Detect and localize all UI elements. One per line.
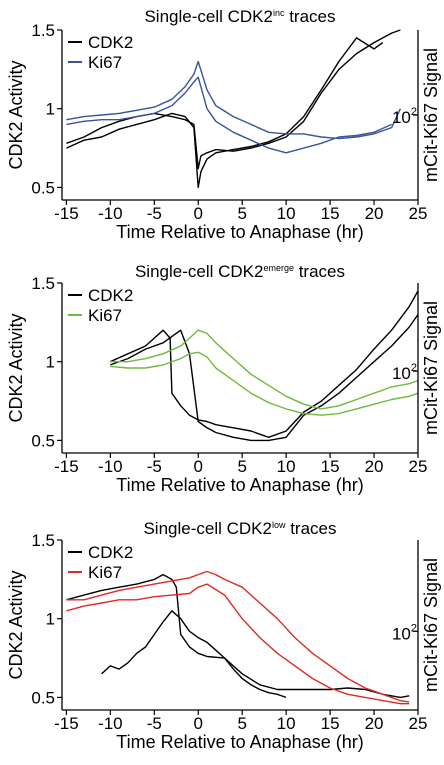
legend-label-ki67: Ki67 — [88, 306, 122, 325]
chart-title-tail: traces — [294, 262, 345, 281]
y-tick-label: 0.5 — [31, 431, 55, 450]
y-tick-label: 1.5 — [31, 274, 55, 293]
chart-title: Single-cell CDK2inc traces — [144, 7, 335, 26]
chart-title-tail: traces — [284, 7, 335, 26]
x-tick-label: 25 — [409, 714, 428, 733]
chart-title: Single-cell CDK2low traces — [143, 519, 336, 538]
series-line-cdk2-1 — [110, 290, 419, 438]
y2-tick-label: 102 — [392, 362, 417, 383]
x-tick-label: -10 — [98, 714, 123, 733]
y-axis-label: CDK2 Activity — [6, 570, 26, 679]
y-tick-label: 1.5 — [31, 531, 55, 550]
x-tick-label: 10 — [277, 204, 296, 223]
chart-title-superscript: inc — [273, 8, 285, 18]
y2-axis-label: mCit-Ki67 Signal — [421, 301, 441, 435]
y2-tick-exponent: 2 — [411, 622, 417, 634]
y-axis-label: CDK2 Activity — [6, 60, 26, 169]
legend-label-cdk2: CDK2 — [88, 33, 133, 52]
x-tick-label: -15 — [54, 204, 79, 223]
series-line-ki67-3 — [66, 570, 410, 703]
x-tick-label: 10 — [277, 714, 296, 733]
series-line-trace-4 — [66, 583, 410, 705]
series-line-trace-4 — [110, 351, 419, 416]
chart-title-superscript: low — [272, 520, 286, 530]
chart-title: Single-cell CDK2emerge traces — [135, 262, 345, 281]
chart-title-main: Single-cell CDK2 — [143, 519, 272, 538]
x-tick-label: 0 — [194, 457, 203, 476]
series-line-trace-2 — [66, 37, 384, 189]
y-tick-label: 1 — [46, 100, 55, 119]
y2-axis-label: mCit-Ki67 Signal — [421, 48, 441, 182]
y2-tick-base: 10 — [392, 108, 411, 127]
series-line-trace-2 — [101, 610, 287, 699]
x-tick-label: 25 — [409, 457, 428, 476]
x-tick-label: 0 — [194, 204, 203, 223]
x-tick-label: -5 — [147, 204, 162, 223]
y2-tick-label: 102 — [392, 106, 417, 127]
x-tick-label: 5 — [237, 204, 246, 223]
x-tick-label: -5 — [147, 714, 162, 733]
chart-panel-1: Single-cell CDK2inc traces -15 -10 -5 0 5 10 15… — [6, 7, 441, 242]
x-tick-label: 20 — [365, 714, 384, 733]
x-tick-label: -15 — [54, 714, 79, 733]
x-tick-label: -5 — [147, 457, 162, 476]
chart-title-main: Single-cell CDK2 — [144, 7, 273, 26]
chart-panel-3: Single-cell CDK2low traces -15 -10 -5 0 5 10 15… — [6, 519, 441, 752]
x-tick-label: 10 — [277, 457, 296, 476]
x-tick-label: 25 — [409, 204, 428, 223]
y2-tick-label: 102 — [392, 622, 417, 643]
chart-title-tail: traces — [285, 519, 336, 538]
series-line-trace-4 — [66, 76, 392, 154]
series-line-trace-2 — [110, 314, 419, 442]
legend-label-cdk2: CDK2 — [88, 543, 133, 562]
x-tick-label: 15 — [321, 714, 340, 733]
x-tick-label: -15 — [54, 457, 79, 476]
x-tick-label: 0 — [194, 714, 203, 733]
x-tick-label: -10 — [98, 204, 123, 223]
legend-label-cdk2: CDK2 — [88, 286, 133, 305]
x-tick-label: 5 — [237, 457, 246, 476]
y2-tick-exponent: 2 — [411, 362, 417, 374]
y2-tick-base: 10 — [392, 624, 411, 643]
chart-title-superscript: emerge — [263, 263, 294, 273]
legend-label-ki67: Ki67 — [88, 53, 122, 72]
series-line-ki67-3 — [110, 329, 419, 410]
x-axis-label: Time Relative to Anaphase (hr) — [116, 475, 363, 495]
x-tick-label: 15 — [321, 457, 340, 476]
y-tick-label: 1 — [46, 353, 55, 372]
chart-title-main: Single-cell CDK2 — [135, 262, 264, 281]
series-line-ki67-3 — [66, 60, 402, 140]
x-tick-label: 20 — [365, 457, 384, 476]
y-axis-label: CDK2 Activity — [6, 313, 26, 422]
y2-tick-exponent: 2 — [411, 106, 417, 118]
y-tick-label: 0.5 — [31, 178, 55, 197]
y-tick-label: 1 — [46, 610, 55, 629]
y2-axis-label: mCit-Ki67 Signal — [421, 558, 441, 692]
legend-label-ki67: Ki67 — [88, 563, 122, 582]
x-tick-label: -10 — [98, 457, 123, 476]
y-tick-label: 1.5 — [31, 21, 55, 40]
y2-tick-base: 10 — [392, 364, 411, 383]
series-line-cdk2-1 — [66, 573, 410, 699]
x-tick-label: 20 — [365, 204, 384, 223]
x-tick-label: 5 — [237, 714, 246, 733]
x-axis-label: Time Relative to Anaphase (hr) — [116, 222, 363, 242]
x-tick-label: 15 — [321, 204, 340, 223]
x-axis-label: Time Relative to Anaphase (hr) — [116, 732, 363, 752]
y-tick-label: 0.5 — [31, 688, 55, 707]
chart-panel-2: Single-cell CDK2emerge traces -15 -10 -5 0 5 1… — [6, 262, 441, 495]
